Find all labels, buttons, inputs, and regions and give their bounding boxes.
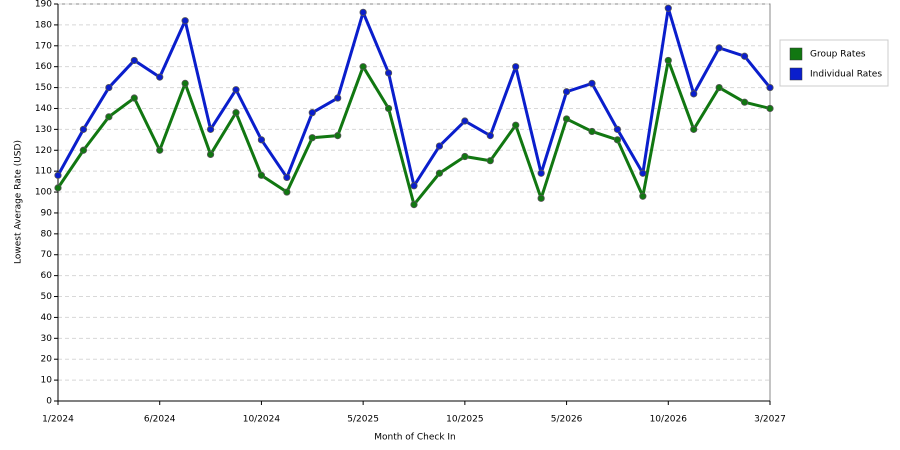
point xyxy=(588,127,596,136)
point xyxy=(206,125,215,133)
y-tick-label: 130 xyxy=(35,125,52,135)
point xyxy=(283,173,291,182)
y-tick-label: 180 xyxy=(35,20,52,30)
point xyxy=(766,104,774,113)
point xyxy=(54,171,62,179)
x-tick-label: 10/2026 xyxy=(650,415,688,425)
point xyxy=(54,184,62,192)
point xyxy=(384,104,393,113)
legend-label: Group Rates xyxy=(810,50,866,60)
point xyxy=(562,88,571,96)
y-tick-label: 100 xyxy=(35,188,52,198)
y-tick-label: 50 xyxy=(41,292,53,302)
point xyxy=(359,8,367,16)
point xyxy=(613,136,622,144)
x-tick-label: 1/2024 xyxy=(42,415,74,425)
x-tick-label: 10/2025 xyxy=(446,415,483,425)
point xyxy=(613,125,622,133)
point xyxy=(257,171,266,179)
y-tick-label: 70 xyxy=(41,250,53,260)
point xyxy=(537,194,545,202)
point xyxy=(664,4,672,12)
y-tick-label: 10 xyxy=(41,376,53,386)
point xyxy=(740,52,749,60)
point xyxy=(512,63,520,71)
y-tick-label: 170 xyxy=(35,41,52,51)
point xyxy=(766,83,774,92)
y-tick-label: 60 xyxy=(41,271,53,281)
point xyxy=(715,83,723,92)
legend-swatch xyxy=(789,67,803,81)
point xyxy=(105,83,113,92)
x-tick-label: 10/2024 xyxy=(243,415,281,425)
point xyxy=(232,86,240,94)
point xyxy=(384,69,393,77)
point xyxy=(308,109,316,117)
x-tick-label: 5/2026 xyxy=(551,415,583,425)
legend-swatch xyxy=(789,47,803,61)
point xyxy=(257,136,266,144)
point xyxy=(435,169,444,177)
point xyxy=(639,192,647,200)
y-axis-label: Lowest Average Rate (USD) xyxy=(14,140,24,264)
point xyxy=(410,200,418,209)
y-tick-label: 30 xyxy=(41,334,53,344)
x-axis-label: Month of Check In xyxy=(374,433,456,443)
point xyxy=(283,188,291,196)
y-tick-label: 110 xyxy=(35,167,52,177)
point xyxy=(334,132,342,140)
y-tick-label: 150 xyxy=(35,83,52,93)
y-tick-label: 140 xyxy=(35,104,52,114)
point xyxy=(410,182,418,190)
x-tick-label: 5/2025 xyxy=(347,415,379,425)
point xyxy=(461,117,469,125)
point xyxy=(512,121,520,129)
point xyxy=(156,73,164,81)
point xyxy=(105,113,113,121)
point xyxy=(308,134,316,142)
x-tick-label: 6/2024 xyxy=(144,415,176,425)
y-tick-label: 190 xyxy=(35,0,52,10)
y-tick-label: 20 xyxy=(41,355,53,365)
point xyxy=(461,152,469,161)
x-tick-label: 3/2027 xyxy=(754,415,786,425)
y-tick-label: 40 xyxy=(41,313,53,323)
point xyxy=(486,132,494,140)
point xyxy=(537,169,545,177)
point xyxy=(359,63,367,71)
point xyxy=(664,56,672,65)
y-tick-label: 120 xyxy=(35,146,52,156)
point xyxy=(435,142,444,150)
point xyxy=(690,125,698,133)
point xyxy=(79,146,88,154)
point xyxy=(334,94,342,102)
point xyxy=(156,146,164,154)
point xyxy=(181,79,189,88)
y-tick-label: 0 xyxy=(46,397,52,407)
point xyxy=(715,44,723,52)
point xyxy=(79,125,88,133)
point xyxy=(181,17,189,25)
point xyxy=(232,109,240,117)
point xyxy=(562,115,571,123)
point xyxy=(130,94,138,102)
point xyxy=(639,169,647,177)
point xyxy=(486,157,494,165)
y-tick-label: 80 xyxy=(41,229,53,239)
point xyxy=(690,90,698,98)
point xyxy=(588,79,596,88)
y-tick-label: 160 xyxy=(35,62,52,72)
point xyxy=(206,150,215,159)
y-tick-label: 90 xyxy=(41,208,53,218)
point xyxy=(130,56,138,65)
point xyxy=(740,98,749,106)
legend-label: Individual Rates xyxy=(810,70,882,80)
